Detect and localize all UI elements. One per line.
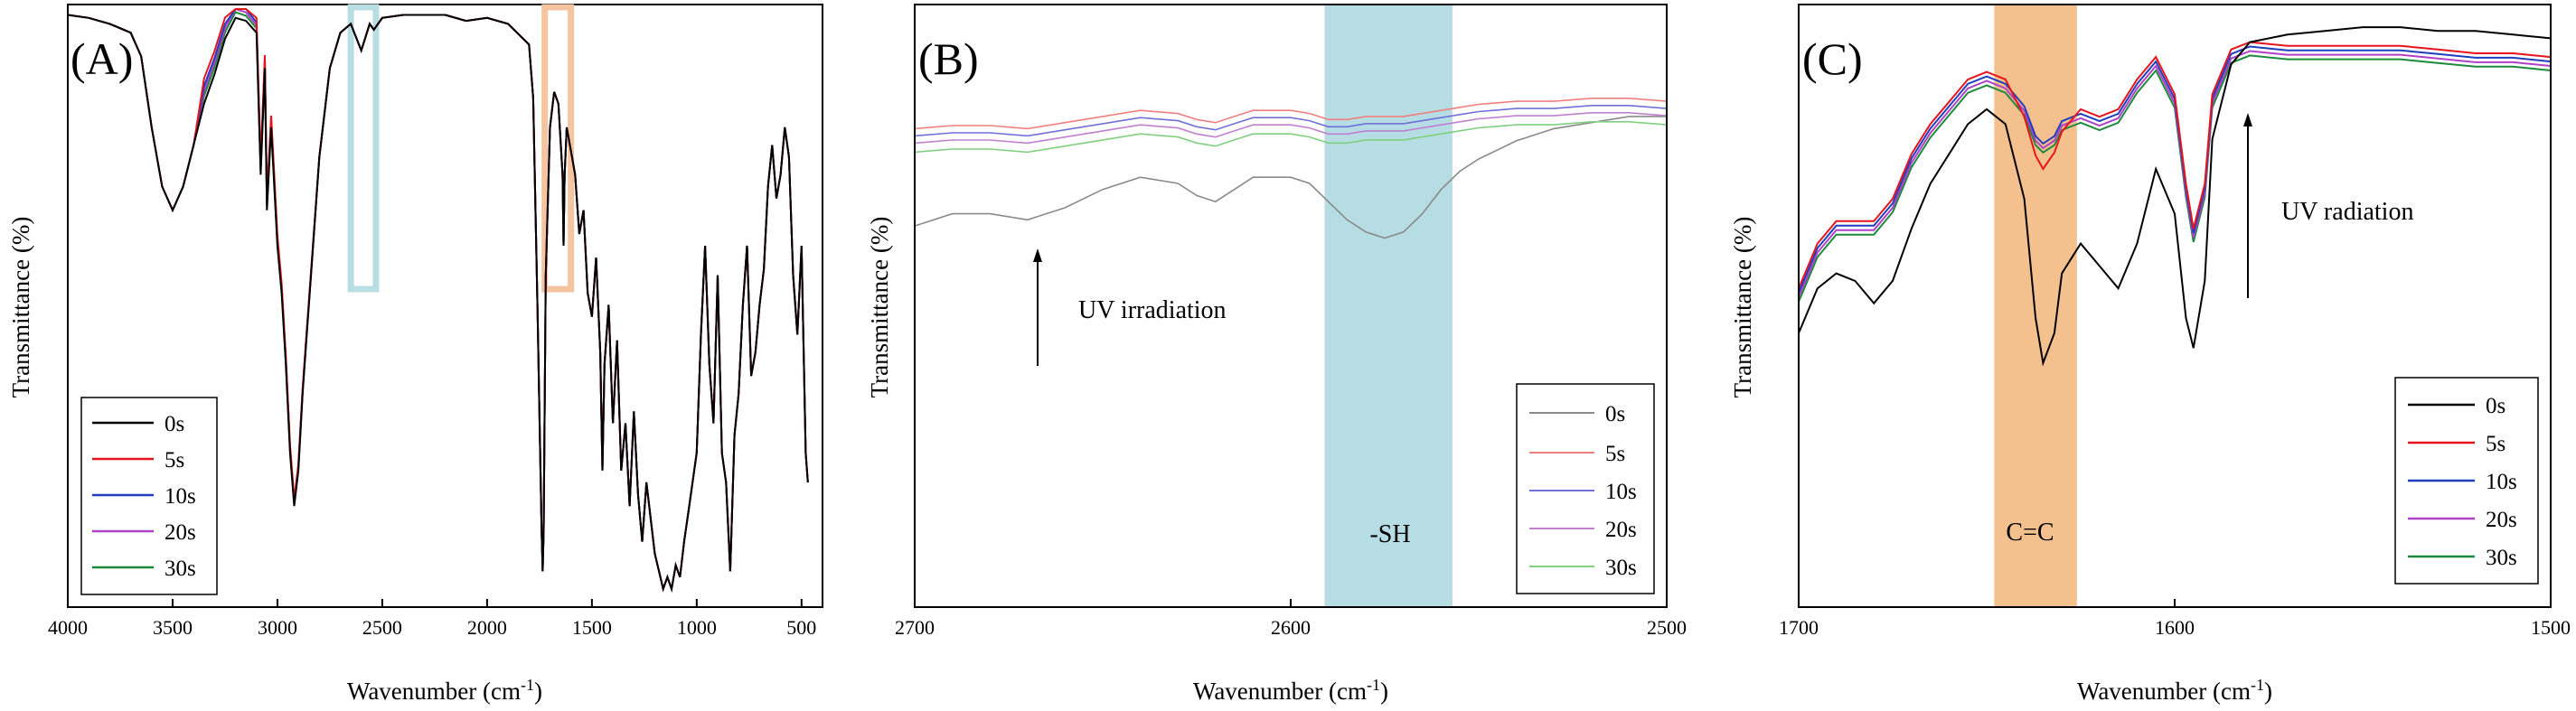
svg-text:20s: 20s <box>2486 508 2517 532</box>
panel-c-label: (C) <box>1802 33 1863 84</box>
panel-b-uv-annotation: UV irradiation <box>1078 296 1227 324</box>
panel-a: 4000 3500 3000 2500 2000 1500 1000 500 (A) Tran… <box>7 4 823 705</box>
panel-a-y-axis-label: Transmittance (%) <box>7 217 34 398</box>
svg-text:30s: 30s <box>2486 546 2517 570</box>
legend-item-30s: 30s <box>92 557 196 581</box>
series-line-30s <box>1798 54 2552 303</box>
legend-item-10s: 10s <box>92 484 196 509</box>
legend-item-20s: 20s <box>2408 508 2517 532</box>
legend-item-5s: 5s <box>92 448 184 472</box>
legend-item-5s: 5s <box>2408 432 2505 456</box>
highlight-box <box>347 4 380 293</box>
panel-b-x-axis-label: Wavenumber (cm-1) <box>1193 676 1388 705</box>
legend-item-0s: 0s <box>1529 402 1625 426</box>
legend-item-0s: 0s <box>2408 394 2505 418</box>
series-line-20s <box>1798 50 2552 298</box>
panel-c-x-axis-label: Wavenumber (cm-1) <box>2077 676 2272 705</box>
panel-b-sh-band <box>1324 5 1453 607</box>
panel-c-band-label: C=C <box>2006 519 2054 547</box>
x-tick-label: 2600 <box>1271 616 1311 639</box>
x-tick-label: 1000 <box>677 616 717 639</box>
panel-b-uv-arrow <box>1033 248 1042 366</box>
x-tick-label: 1500 <box>572 616 612 639</box>
panel-c-cc-band <box>1994 5 2077 607</box>
series-line-0s <box>1798 26 2552 367</box>
legend-item-30s: 30s <box>2408 546 2517 570</box>
x-tick-label: 2500 <box>362 616 402 639</box>
panel-c-uv-annotation: UV radiation <box>2281 198 2413 226</box>
panel-a-highlight-boxes <box>347 4 575 293</box>
x-tick-label: 2700 <box>895 616 935 639</box>
series-line-30s <box>914 121 1668 154</box>
series-line-10s <box>1798 45 2552 294</box>
legend-item-30s: 30s <box>1529 556 1637 580</box>
panel-c: 1700 1600 1500 (C) Transmittance (%) Waven… <box>1729 4 2571 705</box>
x-tick-label: 1600 <box>2155 616 2195 639</box>
panel-a-series <box>67 7 809 593</box>
cc-band <box>1994 5 2077 607</box>
svg-text:0s: 0s <box>2486 394 2505 418</box>
panel-a-frame <box>67 4 823 608</box>
x-tick-label: 2500 <box>1647 616 1687 639</box>
panel-c-uv-arrow <box>2243 113 2252 298</box>
panel-c-x-ticks: 1700 1600 1500 <box>1779 599 2571 639</box>
series-line-5s <box>914 98 1668 130</box>
svg-text:5s: 5s <box>2486 432 2505 456</box>
panel-c-series <box>1798 26 2552 367</box>
legend-item-10s: 10s <box>1529 480 1637 504</box>
svg-text:30s: 30s <box>165 557 196 581</box>
panel-c-y-axis-label: Transmittance (%) <box>1729 217 1756 398</box>
series-line-20s <box>914 112 1668 145</box>
svg-text:5s: 5s <box>1605 442 1625 466</box>
x-tick-label: 500 <box>786 616 816 639</box>
panel-b-x-ticks: 2700 2600 2500 <box>895 599 1687 639</box>
panel-b-band-label: -SH <box>1369 520 1410 548</box>
legend-item-5s: 5s <box>1529 442 1625 466</box>
panel-a-x-ticks: 4000 3500 3000 2500 2000 1500 1000 500 <box>48 599 816 639</box>
x-tick-label: 1700 <box>1779 616 1819 639</box>
series-line-5s <box>1798 41 2552 289</box>
svg-text:20s: 20s <box>165 520 196 545</box>
x-tick-label: 3500 <box>153 616 193 639</box>
panel-b-y-axis-label: Transmittance (%) <box>866 217 893 398</box>
panel-b-label: (B) <box>918 33 979 84</box>
x-tick-label: 4000 <box>48 616 88 639</box>
x-tick-label: 1500 <box>2531 616 2571 639</box>
legend-item-20s: 20s <box>92 520 196 545</box>
legend-item-20s: 20s <box>1529 518 1637 542</box>
panel-a-legend: 0s 5s 10s 20s 30s <box>80 397 218 595</box>
series-line-0s <box>67 14 809 593</box>
sh-band <box>1324 5 1453 607</box>
svg-text:0s: 0s <box>165 412 184 436</box>
series-line-10s <box>914 105 1668 137</box>
svg-text:10s: 10s <box>165 484 196 509</box>
panel-a-x-axis-label: Wavenumber (cm-1) <box>347 676 542 705</box>
legend-item-10s: 10s <box>2408 470 2517 494</box>
svg-text:0s: 0s <box>1605 402 1625 426</box>
panel-a-label: (A) <box>71 33 133 84</box>
series-line-0s <box>914 116 1667 239</box>
x-tick-label: 3000 <box>258 616 297 639</box>
svg-text:30s: 30s <box>1605 556 1637 580</box>
legend-item-0s: 0s <box>92 412 184 436</box>
svg-text:10s: 10s <box>1605 480 1637 504</box>
panel-b: 2700 2600 2500 (B) Transmittance (%) Waven… <box>866 4 1687 705</box>
panel-c-legend: 0s 5s 10s 20s 30s <box>2394 377 2539 585</box>
x-tick-label: 2000 <box>467 616 507 639</box>
svg-text:20s: 20s <box>1605 518 1637 542</box>
svg-text:5s: 5s <box>165 448 184 472</box>
panel-b-series <box>914 98 1668 239</box>
svg-text:10s: 10s <box>2486 470 2517 494</box>
panel-b-legend: 0s 5s 10s 20s 30s <box>1516 383 1655 594</box>
